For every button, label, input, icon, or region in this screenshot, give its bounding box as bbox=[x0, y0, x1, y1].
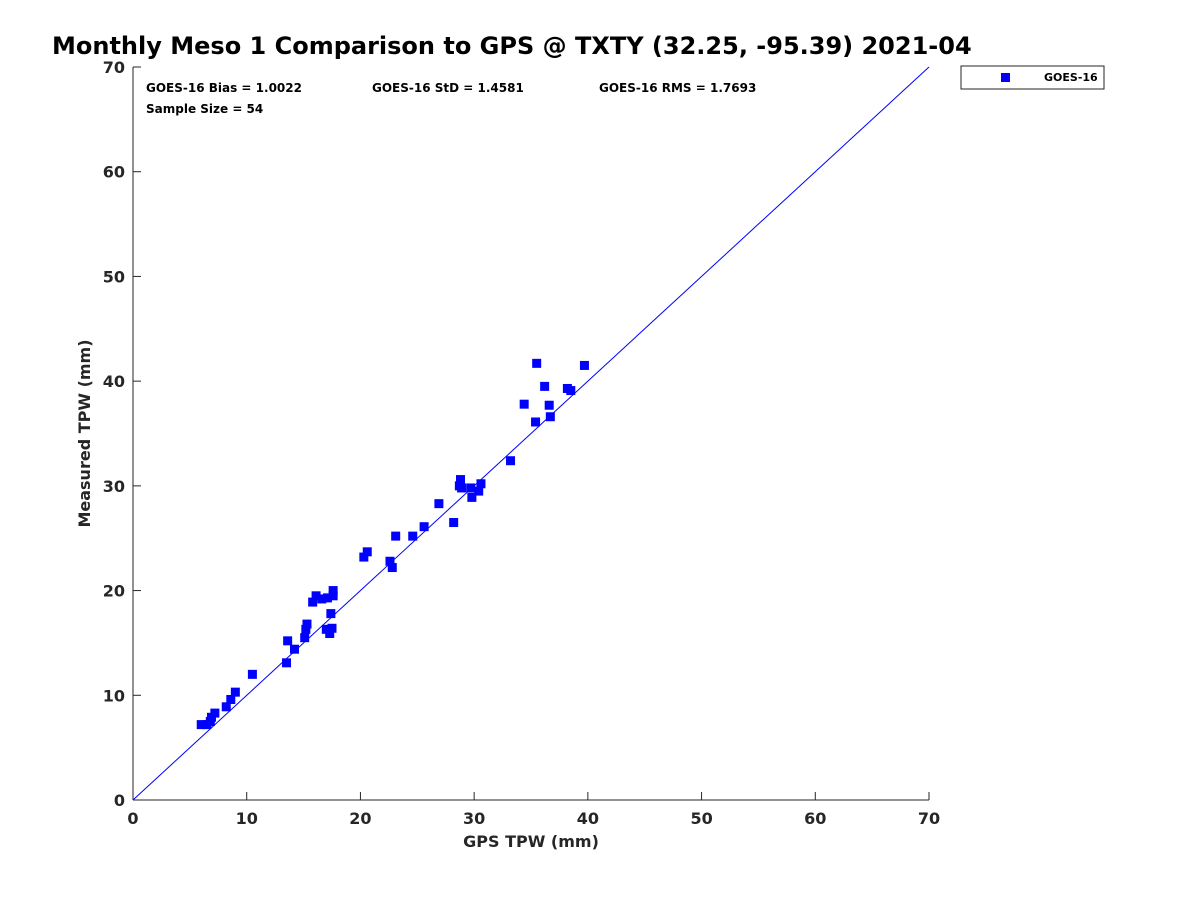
sample-size-stat: Sample Size = 54 bbox=[146, 102, 263, 116]
data-point bbox=[317, 594, 327, 604]
data-point bbox=[328, 591, 338, 601]
data-point bbox=[449, 518, 459, 528]
data-point bbox=[474, 486, 484, 496]
data-point bbox=[579, 360, 589, 370]
data-point bbox=[519, 399, 529, 409]
data-point bbox=[566, 386, 576, 396]
x-tick-label: 10 bbox=[236, 809, 258, 828]
x-tick-label: 70 bbox=[918, 809, 940, 828]
data-point bbox=[221, 702, 231, 712]
identity-reference-line bbox=[132, 66, 930, 801]
data-point bbox=[283, 636, 293, 646]
data-point bbox=[325, 629, 335, 639]
x-tick-label: 60 bbox=[804, 809, 826, 828]
data-point bbox=[455, 475, 465, 485]
legend-entry-goes16: GOES-16 bbox=[1044, 71, 1098, 84]
std-stat: GOES-16 StD = 1.4581 bbox=[372, 81, 524, 95]
data-point bbox=[362, 547, 372, 557]
data-point bbox=[196, 720, 206, 730]
y-tick-label: 30 bbox=[103, 477, 125, 496]
y-tick-label: 60 bbox=[103, 163, 125, 182]
data-point bbox=[457, 483, 467, 493]
data-point bbox=[302, 619, 312, 629]
x-tick-label: 50 bbox=[690, 809, 712, 828]
data-point bbox=[544, 400, 554, 410]
y-tick-label: 10 bbox=[103, 686, 125, 705]
data-point bbox=[531, 417, 541, 427]
x-axis-label: GPS TPW (mm) bbox=[463, 832, 599, 851]
x-tick-label: 20 bbox=[349, 809, 371, 828]
data-point bbox=[247, 669, 257, 679]
data-point bbox=[506, 456, 516, 466]
y-tick-label: 50 bbox=[103, 267, 125, 286]
x-tick-label: 0 bbox=[127, 809, 138, 828]
data-point bbox=[540, 381, 550, 391]
y-tick-label: 70 bbox=[103, 58, 125, 77]
data-point bbox=[326, 609, 336, 619]
rms-stat: GOES-16 RMS = 1.7693 bbox=[599, 81, 756, 95]
y-tick-label: 0 bbox=[114, 791, 125, 810]
data-point bbox=[301, 624, 311, 634]
legend-box bbox=[960, 65, 1105, 90]
data-point bbox=[419, 522, 429, 532]
data-point bbox=[327, 623, 337, 633]
data-point bbox=[466, 483, 476, 493]
data-point bbox=[391, 531, 401, 541]
x-tick-label: 40 bbox=[577, 809, 599, 828]
data-point bbox=[322, 593, 332, 603]
bias-stat: GOES-16 Bias = 1.0022 bbox=[146, 81, 302, 95]
data-point bbox=[300, 633, 310, 643]
data-point bbox=[311, 591, 321, 601]
data-point bbox=[476, 479, 486, 489]
x-tick-label: 30 bbox=[463, 809, 485, 828]
y-axis-ticks: 0 10 20 30 40 50 60 70 bbox=[103, 58, 141, 810]
plot-area bbox=[132, 67, 929, 801]
data-point bbox=[385, 556, 395, 566]
goes16-data-points bbox=[196, 358, 589, 730]
data-point bbox=[408, 531, 418, 541]
legend: GOES-16 bbox=[960, 65, 1105, 90]
data-point bbox=[226, 694, 236, 704]
data-point bbox=[359, 552, 369, 562]
y-tick-label: 20 bbox=[103, 582, 125, 601]
data-point bbox=[289, 644, 299, 654]
y-tick-label: 40 bbox=[103, 372, 125, 391]
data-point bbox=[545, 412, 555, 422]
data-point bbox=[387, 563, 397, 573]
y-axis-label: Measured TPW (mm) bbox=[75, 339, 94, 527]
data-point bbox=[210, 708, 220, 718]
legend-marker-square bbox=[1001, 73, 1010, 82]
data-point bbox=[282, 658, 292, 668]
data-point bbox=[434, 499, 444, 509]
data-point bbox=[328, 586, 338, 596]
data-point bbox=[308, 597, 318, 607]
data-point bbox=[532, 358, 542, 368]
data-point bbox=[467, 492, 477, 502]
data-point bbox=[230, 687, 240, 697]
chart-title: Monthly Meso 1 Comparison to GPS @ TXTY … bbox=[52, 32, 972, 60]
x-axis-ticks: 0 10 20 30 40 50 60 70 bbox=[127, 792, 940, 828]
